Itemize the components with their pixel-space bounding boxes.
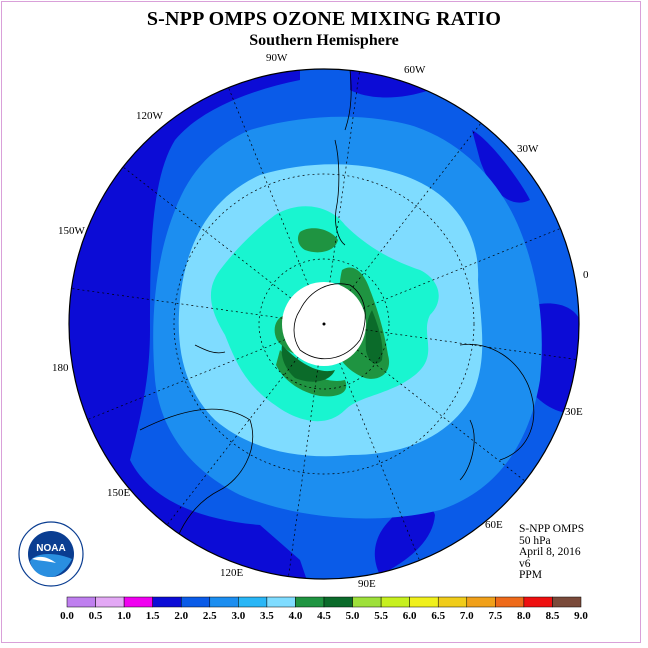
meridian-line	[356, 349, 526, 482]
colorbar-swatch	[209, 596, 239, 608]
meridian-line	[288, 365, 319, 577]
colorbar-swatch	[266, 596, 296, 608]
noaa-logo: NOAA	[18, 521, 84, 587]
info-units: PPM	[519, 569, 543, 581]
colorbar-tick-label: 8.5	[546, 610, 560, 622]
noaa-logo-text: NOAA	[36, 543, 65, 554]
colorbar-tick-label: 7.5	[488, 610, 502, 622]
colorbar-tick-label: 3.0	[231, 610, 245, 622]
meridian-line	[339, 362, 420, 561]
lon-label-120w: 120W	[136, 110, 164, 122]
colorbar-tick-label: 6.0	[403, 610, 417, 622]
lon-label-180: 180	[52, 362, 69, 374]
info-instrument: S-NPP OMPS	[519, 523, 585, 535]
contour-4.0-4.5-a	[297, 228, 338, 253]
contour-1.5-2.0-south	[374, 502, 435, 575]
colorbar-swatch	[495, 596, 525, 608]
latitude-circle-70	[258, 258, 390, 390]
info-level: 50 hPa	[519, 534, 551, 547]
map-subtitle: Southern Hemisphere	[249, 32, 399, 49]
colorbar-tick-label: 7.0	[460, 610, 474, 622]
meridian-line	[71, 288, 283, 319]
lon-label-150e: 150E	[107, 487, 131, 499]
colorbar-ticks: 0.0 0.5 1.0 1.5 2.0 2.5 3.0 3.5 4.0 4.5 5.0 5.5 6.0 6…	[60, 610, 588, 622]
lon-label-60w: 60W	[404, 64, 426, 76]
lon-label-30w: 30W	[517, 143, 539, 155]
info-block: S-NPP OMPS 50 hPa April 8, 2016 v6 PPM	[519, 523, 585, 582]
contour-4.5-5.0-a	[281, 345, 335, 382]
coastline-antarctica	[293, 283, 366, 359]
colorbar-swatch	[238, 596, 268, 608]
map-title: S-NPP OMPS OZONE MIXING RATIO	[146, 8, 502, 30]
meridian-line	[87, 339, 286, 420]
coastline-south-america	[334, 69, 352, 246]
colorbar-tick-label: 1.0	[117, 610, 131, 622]
colorbar-swatch	[295, 596, 325, 608]
colorbar-swatch	[466, 596, 496, 608]
contour-4.5-5.0-b	[365, 310, 383, 364]
lon-label-120e: 120E	[220, 567, 244, 579]
colorbar-tick-label: 0.0	[60, 610, 74, 622]
colorbar-swatch	[552, 596, 582, 608]
colorbar-tick-label: 5.5	[374, 610, 388, 622]
colorbar-boxes	[66, 596, 582, 608]
colorbar-tick-label: 2.0	[174, 610, 188, 622]
coastline-new-zealand	[194, 344, 226, 354]
lon-label-150w: 150W	[58, 225, 86, 237]
meridian-line	[362, 228, 561, 309]
colorbar-tick-label: 2.5	[203, 610, 217, 622]
meridian-line	[166, 356, 299, 526]
longitude-labels: 90W 60W 30W 0 30E 60E 90E 120E 150E 180 …	[52, 52, 589, 590]
meridians	[71, 71, 577, 577]
colorbar-swatch	[123, 596, 153, 608]
colorbar-swatch	[323, 596, 353, 608]
meridian-line	[228, 87, 309, 286]
colorbar-swatch	[409, 596, 439, 608]
latitude-circle-50	[173, 173, 475, 475]
contour-1.5-2.0-ne	[472, 130, 530, 203]
graticule	[173, 173, 475, 475]
meridian-line	[329, 71, 360, 283]
south-pole-marker	[322, 322, 326, 326]
lon-label-60e: 60E	[485, 519, 503, 531]
lon-label-90w: 90W	[266, 52, 288, 64]
coastline-africa	[459, 343, 535, 481]
colorbar-tick-label: 4.0	[289, 610, 303, 622]
colorbar-swatch	[66, 596, 96, 608]
colorbar-swatch	[352, 596, 382, 608]
meridian-line	[349, 122, 482, 292]
colorbar-swatch	[180, 596, 211, 608]
colorbar-swatch	[95, 596, 125, 608]
meridian-line	[122, 166, 292, 299]
colorbar-tick-label: 3.5	[260, 610, 274, 622]
lon-label-0: 0	[583, 269, 589, 281]
map-boundary	[68, 68, 580, 580]
meridian-line	[365, 329, 577, 360]
colorbar-tick-label: 6.5	[431, 610, 445, 622]
colorbar-swatch	[437, 596, 468, 608]
colorbar-tick-label: 9.0	[574, 610, 588, 622]
info-version: v6	[519, 557, 531, 570]
colorbar-tick-label: 4.5	[317, 610, 331, 622]
colorbar-tick-label: 1.5	[146, 610, 160, 622]
colorbar-tick-label: 0.5	[89, 610, 103, 622]
colorbar-swatch	[380, 596, 410, 608]
colorbar-swatch	[523, 596, 553, 608]
info-date: April 8, 2016	[519, 546, 581, 558]
colorbar-tick-label: 8.0	[517, 610, 531, 622]
colorbar-swatch	[152, 596, 182, 608]
lon-label-30e: 30E	[565, 406, 583, 418]
contour-4.0-4.5-c	[276, 350, 347, 397]
lon-label-90e: 90E	[358, 578, 376, 590]
colorbar-tick-label: 5.0	[346, 610, 360, 622]
